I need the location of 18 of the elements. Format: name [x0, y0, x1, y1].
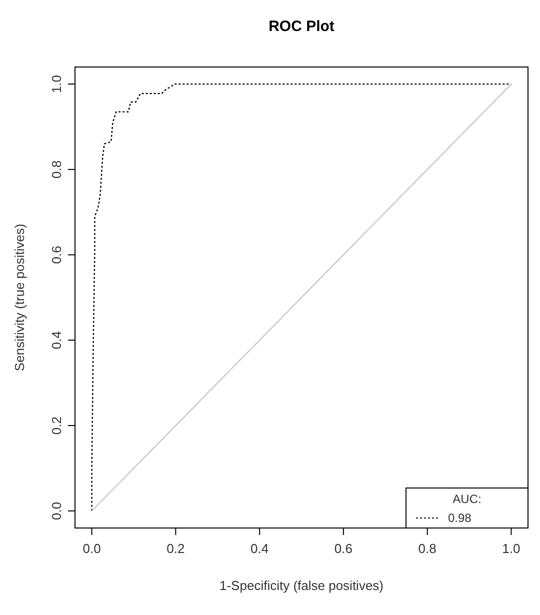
y-tick-label: 0.0 [49, 502, 64, 520]
chart-title: ROC Plot [268, 18, 334, 35]
x-tick-label: 0.2 [166, 541, 185, 556]
legend-label: 0.98 [448, 511, 472, 525]
legend-title: AUC: [452, 492, 482, 506]
y-tick-label: 0.6 [49, 246, 64, 264]
x-tick-label: 0.4 [250, 541, 269, 556]
x-tick-label: 0.0 [82, 541, 101, 556]
y-tick-label: 0.8 [49, 160, 64, 178]
y-tick-label: 0.4 [49, 331, 64, 350]
y-tick-label: 0.2 [49, 416, 64, 435]
x-tick-label: 1.0 [502, 541, 520, 556]
x-tick-label: 0.6 [334, 541, 352, 556]
x-axis-title: 1-Specificity (false positives) [220, 578, 384, 593]
y-tick-label: 1.0 [49, 75, 64, 94]
line-series [91, 83, 512, 512]
y-axis-title: Sensitivity (true positives) [12, 224, 27, 372]
x-tick-label: 0.8 [418, 541, 436, 556]
